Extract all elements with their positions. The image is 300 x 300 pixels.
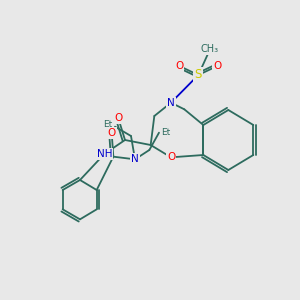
Text: O: O: [167, 152, 175, 162]
Text: S: S: [195, 68, 202, 82]
Text: O: O: [107, 128, 116, 138]
Text: O: O: [175, 61, 184, 71]
Text: CH₃: CH₃: [201, 44, 219, 54]
Text: N: N: [131, 154, 139, 164]
Text: N: N: [167, 98, 175, 108]
Text: O: O: [213, 61, 221, 71]
Text: Et: Et: [161, 128, 170, 137]
Text: O: O: [114, 113, 122, 123]
Text: Et: Et: [103, 120, 112, 129]
Text: NH: NH: [97, 149, 112, 159]
